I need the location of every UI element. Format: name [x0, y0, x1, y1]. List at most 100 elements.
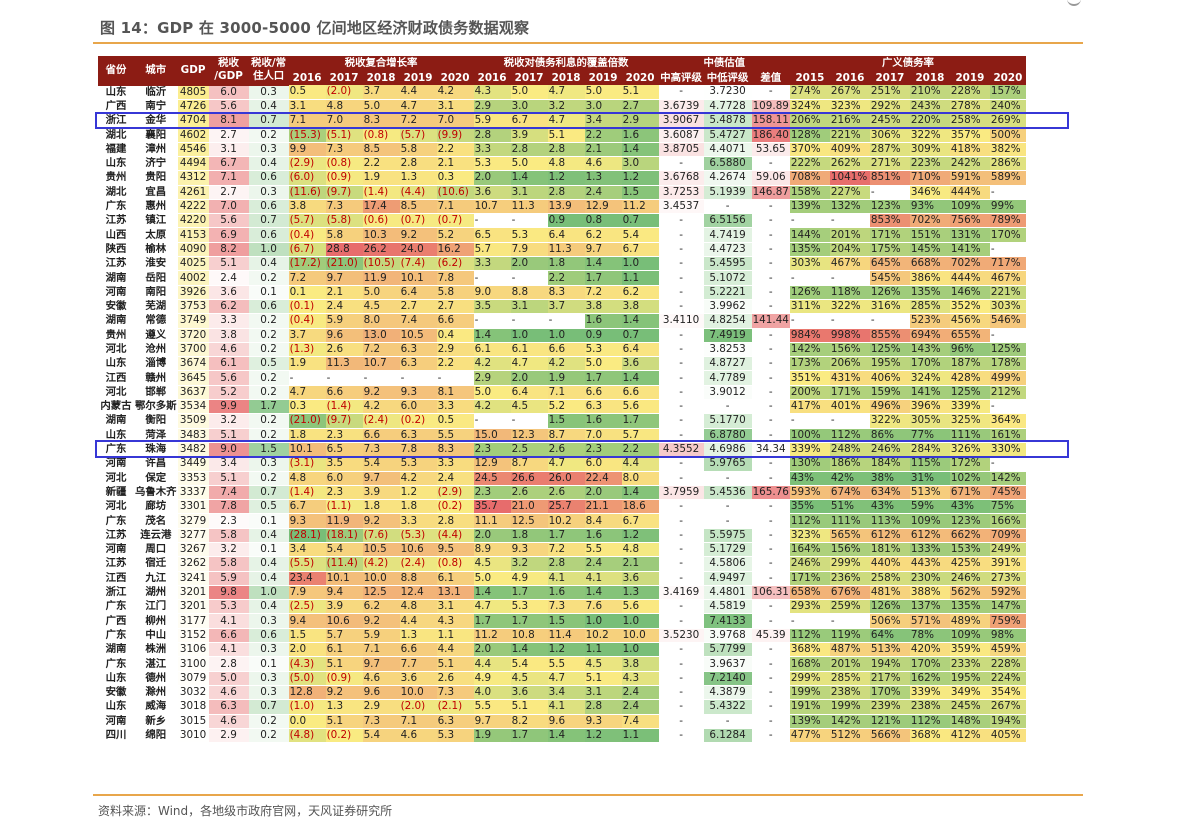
table-cell: 3201 [177, 585, 209, 601]
table-cell: (21.0) [325, 256, 363, 272]
table-cell: 3.6 [621, 571, 659, 586]
table-cell: 100% [789, 428, 830, 443]
table-cell: 11.3 [547, 242, 585, 258]
table-cell: 湖南 [98, 270, 134, 286]
table-cell: 674% [829, 485, 870, 501]
table-cell: - [751, 385, 790, 401]
table-cell: 0.2 [248, 342, 289, 358]
table-cell: 7.2 [547, 542, 585, 558]
table-cell: 湛江 [134, 656, 178, 672]
table-cell: 2.6 [436, 671, 474, 686]
table-cell: 0.4 [248, 256, 289, 272]
table-cell: 3152 [177, 628, 209, 644]
table-cell: 0.3 [248, 85, 289, 100]
table-cell: 3.1 [510, 185, 548, 200]
table-cell: 2.4 [621, 685, 659, 701]
table-cell: 249% [989, 542, 1026, 558]
table-cell: (4.4) [436, 528, 474, 544]
table-cell: 118% [829, 285, 870, 300]
table-cell: 1.2 [621, 170, 659, 186]
table-cell: - [751, 671, 790, 686]
table-cell: 634% [869, 485, 910, 501]
table-cell: 11.9 [362, 270, 400, 286]
table-cell: 保定 [134, 471, 178, 486]
table-cell: 2.2 [584, 127, 622, 143]
table-cell: - [547, 313, 585, 329]
table-cell: 0.3 [248, 642, 289, 658]
table-cell: 131% [949, 227, 990, 243]
table-cell: 354% [989, 685, 1026, 701]
table-cell: 326% [949, 442, 990, 458]
table-cell: - [829, 613, 870, 629]
table-cell: - [658, 685, 704, 701]
header-subcell: 2019 [399, 70, 437, 85]
table-cell: 南阳 [134, 285, 178, 300]
table-cell: (5.1) [325, 127, 363, 143]
table-cell: 湖州 [134, 585, 178, 601]
table-cell: 7.3 [362, 442, 400, 458]
table-cell: 789% [989, 213, 1026, 229]
table-cell: 274% [789, 85, 830, 100]
table-cell: 5.9 [325, 313, 363, 329]
table-cell: 1.3 [399, 170, 437, 186]
table-cell: - [658, 728, 704, 744]
table-cell: 10.0 [399, 685, 437, 701]
table-cell: 0.3 [248, 456, 289, 472]
table-cell: 6.3 [399, 342, 437, 358]
table-cell: 4.4 [473, 656, 511, 672]
table-cell: 158.11 [751, 113, 790, 129]
table-cell: 251% [869, 85, 910, 100]
table-cell: 4153 [177, 227, 209, 243]
table-row: 福建 漳州 4546 3.1 0.3 9.9 7.3 8.5 5.8 2.2 3.3 2.8 2.8 2.… [98, 142, 1026, 157]
table-cell: 0.7 [248, 113, 289, 129]
table-cell: 5.5 [436, 428, 474, 443]
table-cell: 562% [949, 585, 990, 601]
table-cell: 487% [829, 642, 870, 658]
table-cell: 346% [909, 185, 950, 200]
table-cell: 710% [909, 170, 950, 186]
table-cell: - [751, 685, 790, 701]
table-row: 新疆 乌鲁木齐 3337 7.4 0.7 (1.4) 2.3 3.9 1.2 (2.9) 2.3 2.… [98, 485, 1026, 501]
table-cell: 新疆 [98, 485, 134, 501]
table-cell: 153% [949, 542, 990, 558]
table-cell: 廊坊 [134, 499, 178, 515]
table-cell: 513% [869, 642, 910, 658]
table-cell: 506% [869, 613, 910, 629]
table-cell: 593% [789, 485, 830, 501]
table-cell: 0.7 [248, 213, 289, 229]
table-cell: 228% [989, 656, 1026, 672]
table-cell: 2.8 [584, 699, 622, 715]
table-cell: 3.1 [584, 685, 622, 701]
table-cell: 10.0 [621, 628, 659, 644]
table-cell: 4.5 [510, 399, 548, 415]
table-cell: 86% [869, 428, 910, 443]
table-cell: 3.9962 [703, 299, 752, 315]
table-cell: 5.4878 [703, 113, 752, 129]
table-cell: 4.2 [399, 471, 437, 486]
table-cell: 4.7 [547, 113, 585, 129]
table-cell: 612% [869, 528, 910, 544]
table-cell: - [789, 270, 830, 286]
table-cell: 221% [829, 127, 870, 143]
table-cell: 广东 [98, 442, 134, 458]
table-cell: 1.2 [547, 170, 585, 186]
table-cell: 2.2 [436, 142, 474, 157]
table-cell: 0.1 [288, 285, 326, 300]
table-cell: 6.6 [436, 313, 474, 329]
table-cell: 186.40 [751, 127, 790, 143]
table-cell: 405% [989, 728, 1026, 744]
table-row: 广东 珠海 3482 9.0 1.5 10.1 6.5 7.3 7.8 8.3 2.3 2.5 2.6 2… [98, 442, 1026, 458]
table-cell: 2.1 [584, 142, 622, 157]
table-cell: 269% [989, 113, 1026, 129]
table-cell: 1.7 [510, 585, 548, 601]
table-cell: 8.2 [208, 242, 249, 258]
table-cell: 702% [909, 213, 950, 229]
table-cell: - [658, 156, 704, 172]
table-cell: 206% [829, 356, 870, 372]
table-cell: - [751, 370, 790, 386]
table-cell: 316% [869, 299, 910, 315]
table-cell: 409% [829, 142, 870, 157]
table-row: 江苏 宿迁 3262 5.8 0.4 (5.5) (11.4) (4.2) (2.4) (0.8)… [98, 556, 1026, 572]
table-cell: 1.4 [584, 256, 622, 272]
table-cell: 10.8 [510, 628, 548, 644]
